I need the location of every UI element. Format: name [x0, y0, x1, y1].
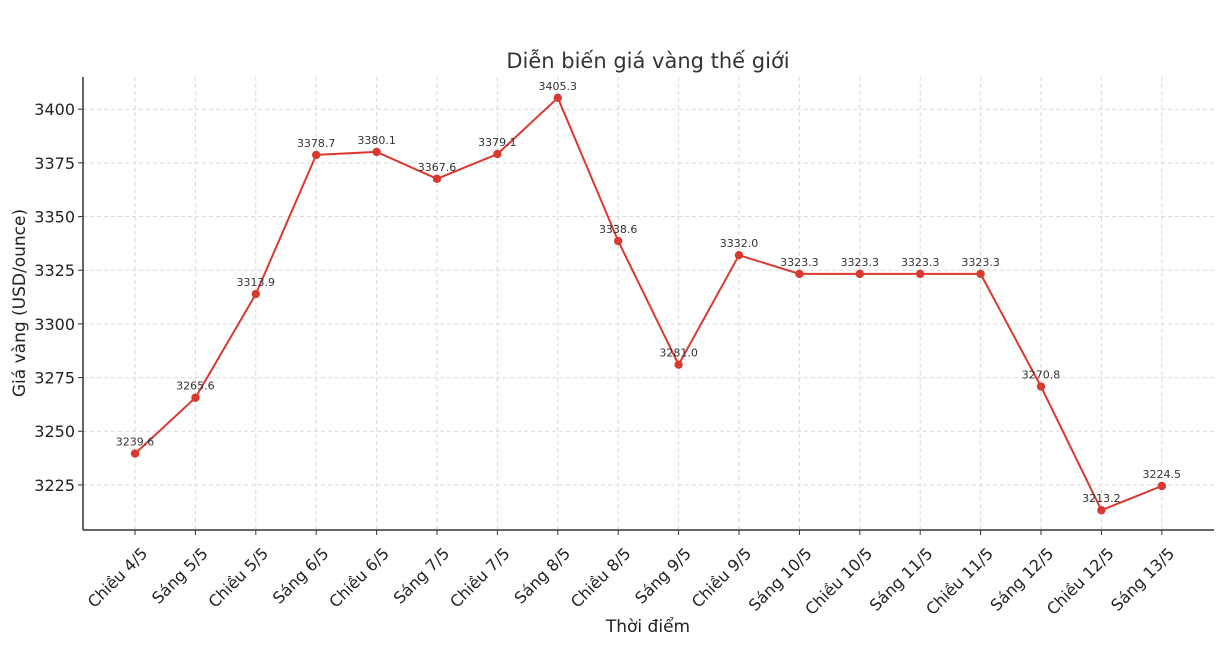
data-label: 3323.3 — [841, 256, 880, 269]
data-label: 3338.6 — [599, 223, 638, 236]
y-tick-label: 3275 — [34, 369, 75, 388]
x-axis-title: Thời điểm — [605, 616, 690, 637]
data-label: 3270.8 — [1022, 369, 1061, 382]
data-label: 3281.0 — [659, 347, 698, 360]
x-tick-label: Sáng 5/5 — [148, 544, 212, 608]
data-point — [674, 360, 683, 369]
data-point — [855, 269, 864, 279]
data-point — [1097, 506, 1106, 515]
x-tick-label: Chiều 5/5 — [205, 544, 273, 612]
y-tick-label: 3325 — [34, 261, 75, 280]
grid-layer — [83, 77, 1214, 530]
y-axis-ticks: 3225 3250 3275 3300 3325 3350 3375 3400 — [34, 100, 83, 495]
data-point — [553, 93, 562, 103]
data-point — [1157, 481, 1167, 491]
x-tick-label: Sáng 9/5 — [631, 544, 695, 608]
data-point — [795, 269, 804, 279]
data-point — [493, 149, 502, 159]
x-tick-label: Chiều 8/5 — [567, 544, 635, 612]
series-line — [134, 96, 1163, 512]
x-tick-label: Sáng 7/5 — [390, 544, 454, 608]
data-label: 3224.5 — [1143, 468, 1182, 481]
data-point — [916, 269, 925, 279]
data-point — [372, 147, 381, 157]
x-tick-label: Sáng 8/5 — [510, 544, 574, 608]
data-label: 3380.1 — [357, 134, 396, 147]
data-label: 3313.9 — [237, 276, 276, 289]
data-label: 3323.3 — [780, 256, 819, 269]
data-labels: 3239.6 3265.6 3313.9 3378.7 3380.1 3367.6 3379… — [116, 80, 1181, 505]
x-tick-label: Chiều 4/5 — [84, 544, 152, 612]
data-label: 3323.3 — [961, 256, 1000, 269]
data-label: 3405.3 — [539, 80, 578, 93]
data-point — [432, 174, 442, 183]
data-label: 3213.2 — [1082, 492, 1121, 505]
x-tick-label: Sáng 13/5 — [1107, 544, 1178, 615]
data-point — [191, 393, 200, 402]
y-tick-label: 3225 — [34, 476, 75, 495]
data-label: 3265.6 — [176, 380, 215, 393]
data-label: 3378.7 — [297, 137, 336, 150]
y-axis-title: Giá vàng (USD/ounce) — [10, 209, 30, 397]
x-tick-label: Sáng 6/5 — [269, 544, 333, 608]
x-tick-label: Chiều 6/5 — [325, 544, 393, 612]
data-point — [734, 250, 744, 260]
data-point — [1036, 382, 1046, 391]
axes-spines — [82, 77, 1214, 531]
chart-title: Diễn biến giá vàng thế giới — [506, 48, 789, 73]
data-point — [130, 449, 140, 458]
data-point — [251, 289, 260, 299]
data-point — [976, 269, 985, 279]
data-point — [312, 150, 321, 160]
data-point — [614, 236, 623, 246]
data-label: 3367.6 — [418, 161, 457, 174]
data-label: 3239.6 — [116, 436, 155, 449]
y-tick-label: 3250 — [34, 422, 75, 441]
series-gold-price — [130, 93, 1167, 515]
y-tick-label: 3350 — [34, 208, 75, 227]
x-tick-label: Chiều 7/5 — [446, 544, 514, 612]
data-label: 3332.0 — [720, 237, 759, 250]
data-label: 3379.1 — [478, 136, 517, 149]
y-tick-label: 3300 — [34, 315, 75, 334]
y-tick-label: 3400 — [34, 100, 75, 119]
y-tick-label: 3375 — [34, 154, 75, 173]
data-label: 3323.3 — [901, 256, 940, 269]
